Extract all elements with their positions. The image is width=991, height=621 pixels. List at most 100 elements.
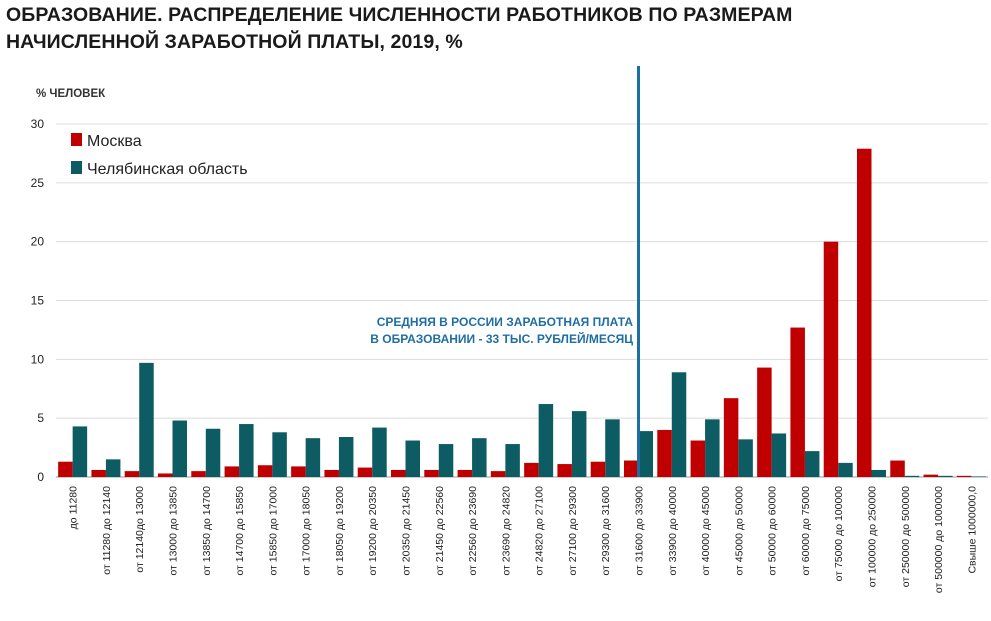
y-tick-label: 20 <box>31 235 45 249</box>
bar-chelyabinsk-6 <box>272 432 287 477</box>
bar-moscow-7 <box>291 466 306 477</box>
bar-moscow-14 <box>524 462 539 477</box>
annotation: СРЕДНЯЯ В РОССИИ ЗАРАБОТНАЯ ПЛАТА В ОБРА… <box>370 315 633 346</box>
legend: Москва Челябинская область <box>71 133 248 178</box>
x-category-label: до 11280 <box>68 486 80 529</box>
x-category-label: от 14700 до 15850 <box>234 486 246 576</box>
bar-chelyabinsk-10 <box>405 440 420 477</box>
x-category-label: от 15850 до 17000 <box>267 486 279 576</box>
bars <box>58 148 986 477</box>
bar-chelyabinsk-15 <box>571 411 587 477</box>
x-category-label: от 75000 до 100000 <box>833 486 845 582</box>
bar-moscow-2 <box>124 471 140 477</box>
bar-chelyabinsk-24 <box>871 469 886 477</box>
bar-chelyabinsk-0 <box>72 426 88 477</box>
bar-moscow-13 <box>490 471 506 477</box>
legend-label-chelyabinsk: Челябинская область <box>87 161 248 178</box>
bar-moscow-17 <box>624 460 639 477</box>
chart-title-line-2: НАЧИСЛЕННОЙ ЗАРАБОТНОЙ ПЛАТЫ, 2019, % <box>6 31 463 53</box>
bar-chelyabinsk-5 <box>239 424 254 477</box>
bar-chelyabinsk-19 <box>705 419 720 477</box>
x-axis-category-labels: до 11280 от 11280 до 12140 от 12140до 1300… <box>68 486 979 593</box>
x-category-label: от 19200 до 20350 <box>367 486 379 576</box>
bar-chelyabinsk-23 <box>838 462 853 477</box>
y-axis-label: % ЧЕЛОВЕК <box>36 88 106 100</box>
bar-chelyabinsk-22 <box>804 451 820 477</box>
bar-chelyabinsk-8 <box>338 436 354 477</box>
bar-moscow-21 <box>757 367 772 477</box>
bar-moscow-26 <box>923 474 939 477</box>
y-tick-label: 10 <box>31 352 45 366</box>
bar-chelyabinsk-11 <box>438 444 454 477</box>
bar-moscow-18 <box>657 429 672 477</box>
x-category-label: от 13850 до 14700 <box>201 486 213 576</box>
x-category-label: от 60000 до 75000 <box>800 486 812 576</box>
bar-chelyabinsk-3 <box>172 420 187 477</box>
bar-moscow-25 <box>890 460 905 477</box>
bar-chelyabinsk-26 <box>938 475 953 477</box>
x-category-label: от 100000 до 250000 <box>867 486 879 587</box>
bar-moscow-4 <box>191 471 206 477</box>
y-tick-label: 15 <box>31 294 45 308</box>
bar-moscow-23 <box>823 241 839 477</box>
legend-label-moscow: Москва <box>87 133 142 150</box>
chart-title-line-1: ОБРАЗОВАНИЕ. РАСПРЕДЕЛЕНИЕ ЧИСЛЕННОСТИ Р… <box>6 4 793 26</box>
x-category-label: от 250000 до 500000 <box>900 486 912 587</box>
y-axis-ticks: 0 5 10 15 20 25 30 <box>31 117 45 484</box>
x-category-label: от 500000 до 1000000 <box>933 486 945 593</box>
bar-chelyabinsk-27 <box>971 476 986 477</box>
annotation-line-2: В ОБРАЗОВАНИИ - 33 ТЫС. РУБЛЕЙ/МЕСЯЦ <box>370 331 633 346</box>
x-category-label: от 23690 до 24820 <box>500 486 512 576</box>
bar-chelyabinsk-16 <box>605 419 620 477</box>
x-category-label: от 12140до 13000 <box>134 486 146 573</box>
bar-moscow-20 <box>723 398 739 477</box>
bar-moscow-6 <box>257 465 273 477</box>
x-category-label: Свыше 1000000,0 <box>966 486 978 574</box>
bar-moscow-9 <box>357 467 373 477</box>
y-tick-label: 30 <box>31 117 45 131</box>
bar-moscow-10 <box>391 469 406 477</box>
x-category-label: от 11280 до 12140 <box>101 486 113 575</box>
x-category-label: от 31600 до 33900 <box>634 486 646 576</box>
bar-moscow-27 <box>956 475 972 477</box>
bar-moscow-12 <box>457 469 473 477</box>
bar-chelyabinsk-17 <box>638 431 653 477</box>
x-category-label: от 29300 до 31600 <box>600 486 612 576</box>
y-tick-label: 5 <box>37 411 44 425</box>
bar-moscow-11 <box>424 469 439 477</box>
bar-chelyabinsk-9 <box>372 427 387 477</box>
x-category-label: от 33900 до 40000 <box>667 486 679 576</box>
x-category-label: от 24820 до 27100 <box>534 486 546 576</box>
bar-chelyabinsk-4 <box>205 428 221 477</box>
bar-chelyabinsk-7 <box>305 438 321 477</box>
bar-moscow-0 <box>58 461 73 477</box>
x-category-label: от 17000 до 18050 <box>301 486 313 576</box>
y-tick-label: 25 <box>31 176 45 190</box>
x-category-label: от 20350 до 21450 <box>401 486 413 576</box>
bar-moscow-8 <box>324 469 339 477</box>
bar-moscow-24 <box>857 148 872 477</box>
bar-moscow-5 <box>224 466 240 477</box>
bar-chelyabinsk-18 <box>671 372 687 477</box>
x-category-label: от 50000 до 60000 <box>767 486 779 576</box>
bar-chelyabinsk-13 <box>505 444 520 477</box>
bar-moscow-15 <box>557 464 572 477</box>
x-category-label: от 45000 до 50000 <box>733 486 745 576</box>
bar-moscow-22 <box>790 327 805 477</box>
bar-moscow-1 <box>91 469 106 477</box>
bar-moscow-3 <box>158 473 173 477</box>
bar-chelyabinsk-20 <box>738 439 753 477</box>
x-category-label: от 18050 до 19200 <box>334 486 346 576</box>
bar-moscow-19 <box>690 440 706 477</box>
x-category-label: от 40000 до 45000 <box>700 486 712 576</box>
x-category-label: от 13000 до 13850 <box>168 486 180 576</box>
bar-chelyabinsk-1 <box>105 459 121 477</box>
x-category-label: от 21450 до 22560 <box>434 486 446 576</box>
bar-moscow-16 <box>590 461 606 477</box>
bar-chelyabinsk-14 <box>538 404 554 477</box>
y-tick-label: 0 <box>37 470 44 484</box>
chart-title: ОБРАЗОВАНИЕ. РАСПРЕДЕЛЕНИЕ ЧИСЛЕННОСТИ Р… <box>6 2 966 56</box>
bar-chelyabinsk-2 <box>139 362 154 477</box>
x-category-label: от 27100 до 29300 <box>567 486 579 576</box>
